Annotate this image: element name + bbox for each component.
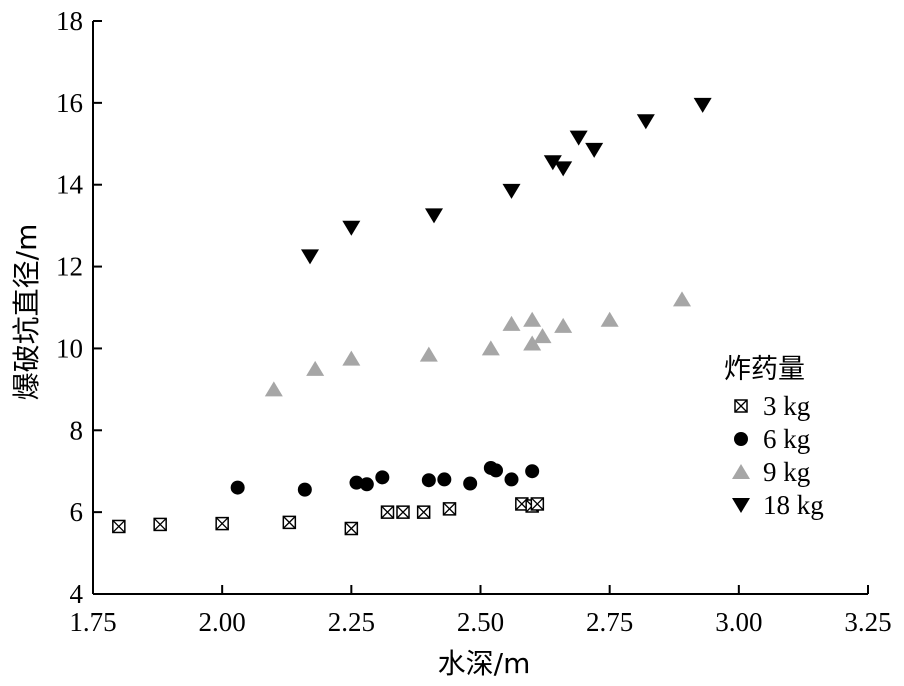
data-point <box>543 155 562 171</box>
data-point <box>502 315 521 331</box>
data-points <box>112 97 712 536</box>
data-point <box>282 515 297 530</box>
legend-title: 炸药量 <box>724 354 805 385</box>
series-3-kg <box>112 497 545 536</box>
data-point <box>421 473 436 488</box>
data-point <box>481 340 500 356</box>
data-point <box>523 335 542 351</box>
y-tick-label: 4 <box>70 579 84 609</box>
y-tick-label: 14 <box>56 170 84 200</box>
x-tick-label: 3.00 <box>715 607 762 637</box>
data-point <box>523 311 542 327</box>
data-point <box>419 346 438 362</box>
x-tick-label: 2.00 <box>199 607 246 637</box>
legend-item: 18 kg <box>732 490 824 520</box>
legend-label: 6 kg <box>763 424 810 454</box>
data-point <box>585 142 604 158</box>
data-point <box>416 505 431 519</box>
data-point <box>425 208 443 224</box>
legend-label: 18 kg <box>763 490 824 520</box>
data-point <box>112 519 126 534</box>
data-point <box>442 502 457 516</box>
axes: 1.75 2.00 2.25 2.50 2.75 3.00 3.25 4 6 8 10 12 14 16 1… <box>56 6 892 637</box>
y-axis-title: 爆破坑直径/m <box>10 224 43 401</box>
data-point <box>342 350 361 366</box>
y-tick-label: 18 <box>56 6 83 36</box>
data-point <box>504 472 519 487</box>
y-tick-label: 10 <box>56 333 83 363</box>
data-point <box>301 249 319 265</box>
legend-item: 6 kg <box>734 424 810 454</box>
legend-marker <box>732 498 750 513</box>
data-point <box>600 311 619 327</box>
series-18-kg <box>301 97 712 265</box>
legend-marker <box>734 399 748 413</box>
data-point <box>153 517 167 532</box>
data-point <box>396 505 410 519</box>
data-point <box>215 516 229 531</box>
legend-item: 3 kg <box>734 391 810 421</box>
data-point <box>693 97 712 113</box>
legend-marker <box>734 432 748 446</box>
y-tick-label: 6 <box>70 497 84 527</box>
data-point <box>569 130 588 146</box>
legend-label: 3 kg <box>763 391 810 421</box>
data-point <box>375 470 390 485</box>
data-point <box>342 220 361 236</box>
data-point <box>380 505 395 519</box>
data-point <box>673 291 691 307</box>
data-point <box>530 497 545 511</box>
data-point <box>489 463 503 478</box>
data-point <box>533 328 552 344</box>
y-tick-label: 16 <box>56 88 83 118</box>
y-tick-label: 12 <box>56 252 83 282</box>
series-9-kg <box>264 291 691 397</box>
data-point <box>349 475 364 490</box>
x-tick-label: 2.25 <box>328 607 375 637</box>
data-point <box>230 480 245 495</box>
data-point <box>554 317 573 333</box>
x-tick-label: 1.75 <box>69 607 116 637</box>
data-point <box>297 482 312 497</box>
legend-item: 9 kg <box>732 457 810 487</box>
x-tick-label: 2.50 <box>457 607 504 637</box>
x-tick-label: 2.75 <box>586 607 633 637</box>
data-point <box>306 360 325 376</box>
data-point <box>554 161 573 177</box>
data-point <box>344 521 359 536</box>
data-point <box>264 381 283 397</box>
x-tick-label: 3.25 <box>844 607 891 637</box>
data-point <box>463 476 478 491</box>
legend-marker <box>732 464 750 479</box>
data-point <box>636 114 655 130</box>
data-point <box>525 464 540 479</box>
legend-label: 9 kg <box>763 457 810 487</box>
data-point <box>359 477 374 492</box>
series-6-kg <box>230 460 540 497</box>
x-axis-title: 水深/m <box>438 647 531 680</box>
y-tick-label: 8 <box>70 415 84 445</box>
data-point <box>502 183 521 199</box>
data-point <box>437 472 452 487</box>
